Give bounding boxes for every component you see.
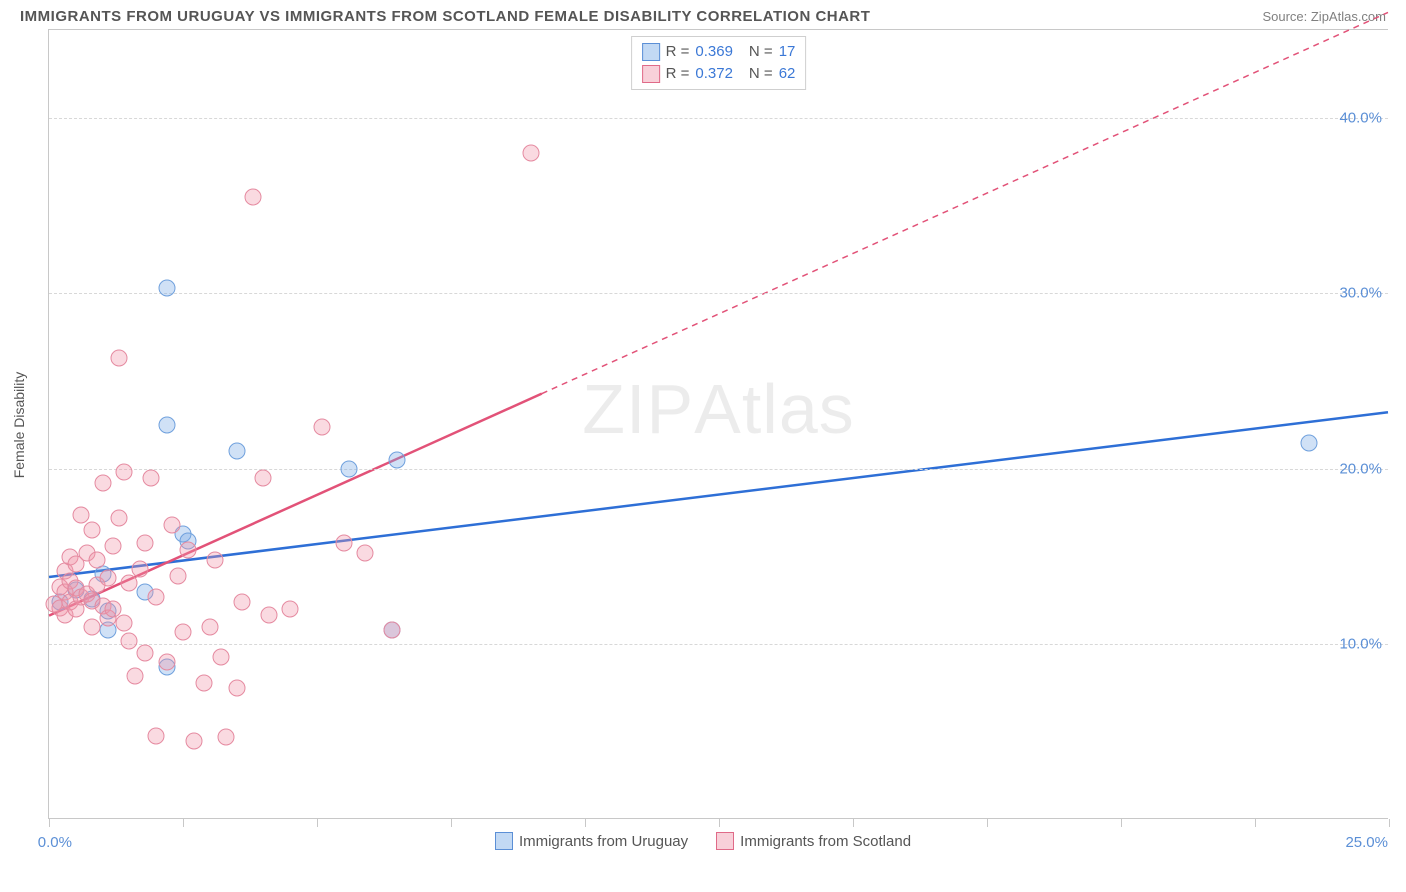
legend-row-uruguay: R = 0.369 N = 17 [642,41,796,63]
source-label: Source: ZipAtlas.com [1262,9,1386,24]
watermark: ZIPAtlas [582,369,855,449]
y-tick-label: 40.0% [1339,109,1382,126]
chart-area: Female Disability ZIPAtlas 10.0%20.0%30.… [48,29,1388,819]
x-tick-label: 0.0% [38,834,72,851]
data-point [341,460,358,477]
x-tick [1255,819,1256,827]
swatch-blue-icon [495,832,513,850]
source-link[interactable]: ZipAtlas.com [1311,9,1386,24]
data-point [201,618,218,635]
data-point [148,589,165,606]
x-tick [1389,819,1390,827]
data-point [282,601,299,618]
y-tick-label: 30.0% [1339,285,1382,302]
r-label: R = [666,63,690,85]
r-value-scotland: 0.372 [695,63,733,85]
y-axis-label: Female Disability [11,371,27,478]
r-value-uruguay: 0.369 [695,41,733,63]
data-point [99,569,116,586]
data-point [148,727,165,744]
swatch-blue-icon [642,43,660,61]
x-tick [317,819,318,827]
n-label: N = [749,63,773,85]
data-point [142,469,159,486]
swatch-pink-icon [642,65,660,83]
data-point [158,280,175,297]
legend-row-scotland: R = 0.372 N = 62 [642,63,796,85]
data-point [260,606,277,623]
legend-item: Immigrants from Uruguay [495,832,688,850]
x-tick [987,819,988,827]
data-point [121,632,138,649]
x-tick [585,819,586,827]
data-point [89,552,106,569]
series-legend: Immigrants from Uruguay Immigrants from S… [0,832,1406,886]
data-point [217,729,234,746]
legend-label: Immigrants from Uruguay [519,833,688,850]
data-point [158,417,175,434]
x-tick [719,819,720,827]
legend-item: Immigrants from Scotland [716,832,911,850]
data-point [196,675,213,692]
data-point [121,575,138,592]
swatch-pink-icon [716,832,734,850]
data-point [110,350,127,367]
data-point [105,538,122,555]
data-point [137,534,154,551]
n-value-uruguay: 17 [779,41,796,63]
x-tick [49,819,50,827]
data-point [185,733,202,750]
data-point [523,144,540,161]
gridline [49,469,1388,470]
n-value-scotland: 62 [779,63,796,85]
data-point [137,645,154,662]
data-point [233,594,250,611]
data-point [158,654,175,671]
plot-region: ZIPAtlas 10.0% 20.0% 30.0% 40.0% [49,30,1388,819]
gridline [49,644,1388,645]
chart-title: IMMIGRANTS FROM URUGUAY VS IMMIGRANTS FR… [20,8,870,25]
x-tick [183,819,184,827]
data-point [83,522,100,539]
data-point [110,510,127,527]
data-point [73,506,90,523]
data-point [228,443,245,460]
x-tick [1121,819,1122,827]
x-tick [853,819,854,827]
data-point [116,615,133,632]
x-tick [451,819,452,827]
gridline [49,293,1388,294]
data-point [228,680,245,697]
data-point [1300,434,1317,451]
data-point [132,560,149,577]
data-point [244,188,261,205]
y-tick-label: 10.0% [1339,636,1382,653]
data-point [212,648,229,665]
correlation-legend: R = 0.369 N = 17 R = 0.372 N = 62 [631,36,807,90]
data-point [83,618,100,635]
data-point [335,534,352,551]
data-point [384,622,401,639]
data-point [94,474,111,491]
trend-lines [49,30,1388,819]
data-point [169,567,186,584]
y-tick-label: 20.0% [1339,460,1382,477]
data-point [314,418,331,435]
gridline [49,118,1388,119]
data-point [357,545,374,562]
data-point [126,668,143,685]
data-point [207,552,224,569]
chart-header: IMMIGRANTS FROM URUGUAY VS IMMIGRANTS FR… [0,0,1406,29]
data-point [175,624,192,641]
legend-label: Immigrants from Scotland [740,833,911,850]
data-point [180,541,197,558]
data-point [389,452,406,469]
x-tick-label: 25.0% [1345,834,1388,851]
n-label: N = [749,41,773,63]
data-point [164,517,181,534]
source-prefix: Source: [1262,9,1310,24]
data-point [116,464,133,481]
data-point [255,469,272,486]
r-label: R = [666,41,690,63]
